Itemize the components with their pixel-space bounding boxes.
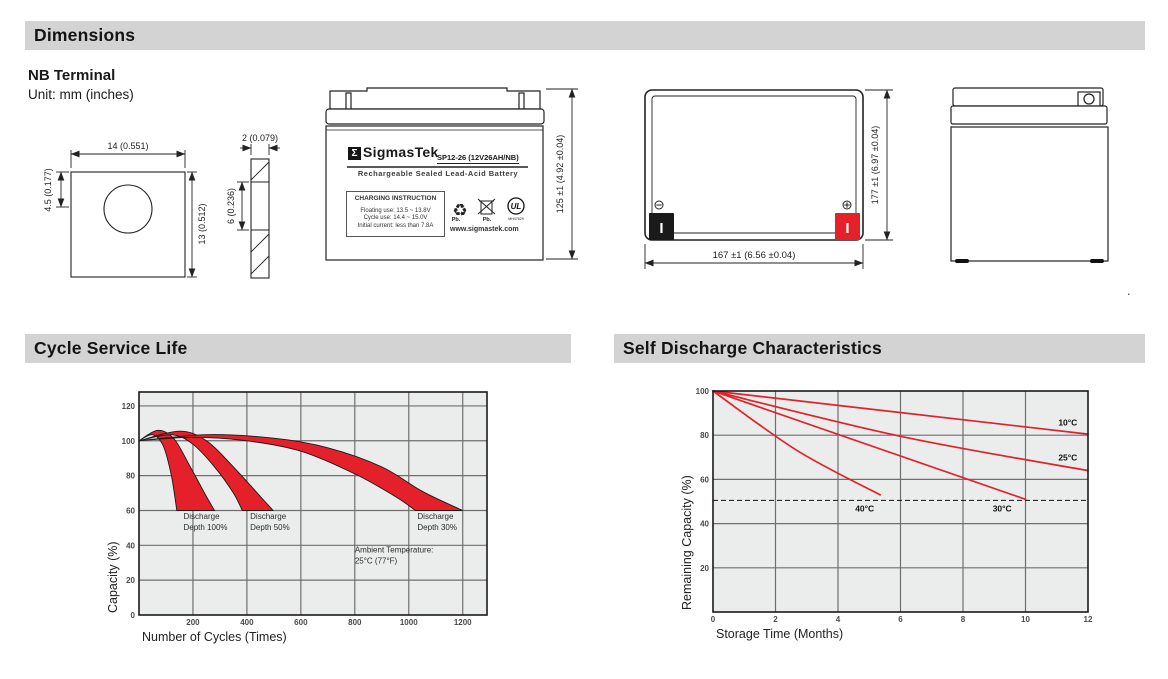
y-axis-title: Capacity (%) [106,541,120,613]
x-tick-label: 1200 [454,618,472,627]
ul-icon: UL MH47629 [507,197,525,221]
dim-side-mid-height: 6 (0.236) [226,188,236,224]
terminal-type-title: NB Terminal [28,67,116,84]
model-number: SP12-26 (12V26AH/NB) [437,153,519,164]
x-axis-title: Number of Cycles (Times) [142,630,287,644]
svg-text:Pb.: Pb. [483,217,492,223]
y-tick-label: 100 [122,437,136,446]
line-25°c [712,390,1089,472]
battery-subtitle: Rechargeable Sealed Lead-Acid Battery [357,169,519,178]
stray-dot: . [1127,283,1131,298]
x-axis-title: Storage Time (Months) [716,627,843,641]
charging-title: CHARGING INSTRUCTION [354,195,437,202]
series-label: 30°C [993,503,1012,513]
self-discharge-chart: 10°C 25°C 30°C 40°C 0 2 4 6 8 10 12 20 40 60 80 100 Stor… [658,383,1110,666]
x-tick-label: 200 [186,618,200,627]
series-label: 10°C [1058,417,1077,427]
y-tick-label: 60 [126,506,135,515]
chart-svg: 10°C 25°C 30°C 40°C 0 2 4 6 8 10 12 20 40 60 80 100 Stor… [680,387,1093,641]
recycle-pb-icon: ♻ Pb. [452,201,468,223]
chart-annotation: Discharge Depth 100% [184,512,228,532]
technical-drawings: 14 (0.551) 13 (0.512) 4.5 (0.177) [43,87,1109,279]
negative-terminal [649,213,674,240]
battery-front-height-dim [546,88,578,260]
negative-terminal-label: I [659,220,663,237]
charging-line-cycle: Cycle use: 14.4 ~ 15.0V [363,215,428,221]
chart-svg: 200 400 600 800 1000 1200 0 20 40 60 80 100 120 Numbe… [106,391,488,644]
y-tick-label: 100 [696,387,710,396]
dim-battery-length: 167 ±1 (6.56 ±0.04) [713,250,796,261]
brand-name: SigmasTek [363,144,439,160]
x-tick-label: 2 [773,615,778,624]
y-tick-label: 40 [126,541,135,550]
dim-front-height: 13 (0.512) [197,203,207,244]
band-discharge-depth-30% [138,434,463,511]
section-title: Cycle Service Life [34,338,188,358]
plot-border [712,390,1089,613]
line-10°c [712,390,1089,435]
plot-border [138,391,488,616]
y-tick-label: 0 [131,611,136,620]
section-header-cycle-service-life: Cycle Service Life [25,334,571,363]
dim-hole-offset: 4.5 (0.177) [43,168,53,212]
y-tick-label: 80 [700,431,709,440]
section-title: Self Discharge Characteristics [623,338,882,358]
terminal-front-view [56,150,197,278]
series-label: 40°C [855,503,874,513]
battery-front-view [325,87,545,261]
dim-battery-height: 125 ±1 (4.92 ±0.04) [555,135,565,213]
trash-pb-icon: Pb. [477,198,496,223]
x-tick-label: 6 [898,615,903,624]
x-tick-label: 400 [240,618,254,627]
website-url: www.sigmastek.com [450,226,519,233]
x-tick-label: 4 [836,615,841,624]
sigma-glyph: Σ [351,148,358,159]
section-header-dimensions: Dimensions [25,21,1145,50]
y-tick-label: 40 [700,520,709,529]
y-axis-title: Remaining Capacity (%) [680,475,694,610]
battery-top-view: I I [644,89,893,269]
plus-symbol [842,200,852,210]
dim-front-width: 14 (0.551) [107,141,148,151]
section-header-self-discharge: Self Discharge Characteristics [614,334,1145,363]
minus-symbol [654,200,664,210]
charging-line-floating: Floating use: 13.5 ~ 13.8V [360,207,431,214]
dim-battery-width: 177 ±1 (6.97 ±0.04) [870,126,880,204]
x-tick-label: 12 [1084,615,1093,624]
positive-terminal-label: I [845,220,849,237]
y-tick-label: 120 [122,402,136,411]
charging-line-initial: Initial current: less than 7.8A [357,222,434,229]
x-tick-label: 800 [348,618,362,627]
line-30°c [712,390,1027,501]
section-title: Dimensions [34,25,136,45]
x-tick-label: 1000 [400,618,418,627]
line-40°c [712,390,882,496]
sigmastek-logo: Σ [348,147,361,160]
charging-instruction-box: CHARGING INSTRUCTION Floating use: 13.5 … [346,191,445,237]
y-tick-label: 20 [126,576,135,585]
x-tick-label: 600 [294,618,308,627]
terminal-side-view [237,144,280,279]
x-tick-label: 0 [711,615,716,624]
y-tick-label: 80 [126,472,135,481]
battery-side-view [950,87,1109,263]
x-tick-label: 8 [961,615,966,624]
chart-annotation: Discharge Depth 50% [250,512,290,532]
ul-code: MH47629 [508,217,524,221]
chart-annotation: Discharge Depth 30% [417,512,457,532]
x-tick-label: 10 [1021,615,1030,624]
svg-text:Pb.: Pb. [452,217,461,223]
unit-note: Unit: mm (inches) [28,87,134,102]
y-tick-label: 60 [700,475,709,484]
series-label: 25°C [1058,453,1077,463]
cycle-service-life-chart: 200 400 600 800 1000 1200 0 20 40 60 80 100 120 Numbe… [100,383,515,666]
y-tick-label: 20 [700,564,709,573]
dim-side-thickness: 2 (0.079) [242,133,278,143]
svg-text:UL: UL [511,202,522,211]
positive-terminal [835,213,860,240]
svg-text:♻: ♻ [452,201,467,220]
chart-annotation: Ambient Temperature: 25°C (77°F) [355,545,434,565]
